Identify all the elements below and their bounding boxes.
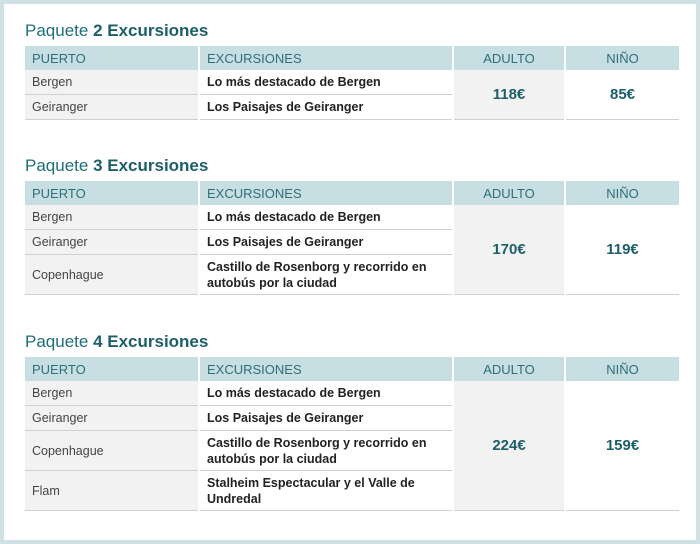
excursion-cell: Los Paisajes de Geiranger bbox=[199, 94, 454, 120]
excursion-cell: Los Paisajes de Geiranger bbox=[199, 229, 454, 255]
package-title-prefix: Paquete bbox=[25, 332, 94, 351]
child-price: 119€ bbox=[565, 205, 679, 295]
excursion-cell: Los Paisajes de Geiranger bbox=[199, 405, 454, 431]
header-excursions: EXCURSIONES bbox=[199, 357, 454, 381]
header-adult: ADULTO bbox=[453, 46, 566, 70]
excursion-cell: Lo más destacado de Bergen bbox=[199, 205, 454, 230]
table-header-row: PUERTO EXCURSIONES ADULTO NIÑO bbox=[25, 357, 679, 381]
package-title: Paquete 3 Excursiones bbox=[25, 155, 681, 181]
table-row: Flam Stalheim Espectacular y el Valle de… bbox=[25, 470, 679, 511]
port-cell: Bergen bbox=[25, 205, 200, 230]
header-excursions: EXCURSIONES bbox=[199, 181, 454, 205]
header-child: NIÑO bbox=[565, 181, 679, 205]
package-title: Paquete 2 Excursiones bbox=[25, 20, 681, 46]
header-port: PUERTO bbox=[25, 181, 200, 205]
table-row: Bergen Lo más destacado de Bergen 170€ 1… bbox=[25, 205, 679, 295]
table-row: Copenhague Castillo de Rosenborg y recor… bbox=[25, 254, 679, 295]
port-cell: Geiranger bbox=[25, 94, 200, 120]
package-4-excursions: Paquete 4 Excursiones PUERTO EXCURSIONES… bbox=[25, 331, 681, 511]
package-2-excursions: Paquete 2 Excursiones PUERTO EXCURSIONES… bbox=[25, 20, 681, 120]
package-table: PUERTO EXCURSIONES ADULTO NIÑO Bergen Lo… bbox=[25, 357, 679, 511]
header-child: NIÑO bbox=[565, 357, 679, 381]
excursion-cell: Lo más destacado de Bergen bbox=[199, 381, 454, 406]
table-row: Geiranger Los Paisajes de Geiranger bbox=[25, 405, 679, 431]
package-title-bold: 4 Excursiones bbox=[93, 332, 209, 351]
port-cell: Geiranger bbox=[25, 405, 200, 431]
package-title-prefix: Paquete bbox=[25, 21, 94, 40]
package-table: PUERTO EXCURSIONES ADULTO NIÑO Bergen Lo… bbox=[25, 46, 679, 120]
table-header-row: PUERTO EXCURSIONES ADULTO NIÑO bbox=[25, 181, 679, 205]
package-table: PUERTO EXCURSIONES ADULTO NIÑO Bergen Lo… bbox=[25, 181, 679, 295]
port-cell: Geiranger bbox=[25, 229, 200, 255]
table-header-row: PUERTO EXCURSIONES ADULTO NIÑO bbox=[25, 46, 679, 70]
excursion-cell: Castillo de Rosenborg y recorrido en aut… bbox=[199, 254, 454, 295]
table-row: Bergen Lo más destacado de Bergen 118€ 8… bbox=[25, 70, 679, 120]
port-cell: Bergen bbox=[25, 70, 200, 95]
adult-price: 170€ bbox=[453, 205, 566, 295]
package-title-bold: 3 Excursiones bbox=[93, 156, 209, 175]
excursion-cell: Stalheim Espectacular y el Valle de Undr… bbox=[199, 470, 454, 511]
port-cell: Copenhague bbox=[25, 430, 200, 471]
table-row: Geiranger Los Paisajes de Geiranger bbox=[25, 229, 679, 255]
header-excursions: EXCURSIONES bbox=[199, 46, 454, 70]
table-row: Geiranger Los Paisajes de Geiranger bbox=[25, 94, 679, 120]
port-cell: Copenhague bbox=[25, 254, 200, 295]
port-cell: Flam bbox=[25, 470, 200, 511]
table-row: Bergen Lo más destacado de Bergen 224€ 1… bbox=[25, 381, 679, 511]
package-title-bold: 2 Excursiones bbox=[93, 21, 209, 40]
table-row: Copenhague Castillo de Rosenborg y recor… bbox=[25, 430, 679, 471]
package-title: Paquete 4 Excursiones bbox=[25, 331, 681, 357]
header-port: PUERTO bbox=[25, 357, 200, 381]
header-adult: ADULTO bbox=[453, 357, 566, 381]
header-port: PUERTO bbox=[25, 46, 200, 70]
page-frame: Paquete 2 Excursiones PUERTO EXCURSIONES… bbox=[4, 4, 696, 540]
child-price: 159€ bbox=[565, 381, 679, 511]
excursion-cell: Castillo de Rosenborg y recorrido en aut… bbox=[199, 430, 454, 471]
port-cell: Bergen bbox=[25, 381, 200, 406]
header-child: NIÑO bbox=[565, 46, 679, 70]
adult-price: 118€ bbox=[453, 70, 566, 120]
excursion-cell: Lo más destacado de Bergen bbox=[199, 70, 454, 95]
package-title-prefix: Paquete bbox=[25, 156, 94, 175]
header-adult: ADULTO bbox=[453, 181, 566, 205]
child-price: 85€ bbox=[565, 70, 679, 120]
adult-price: 224€ bbox=[453, 381, 566, 511]
package-3-excursions: Paquete 3 Excursiones PUERTO EXCURSIONES… bbox=[25, 155, 681, 295]
